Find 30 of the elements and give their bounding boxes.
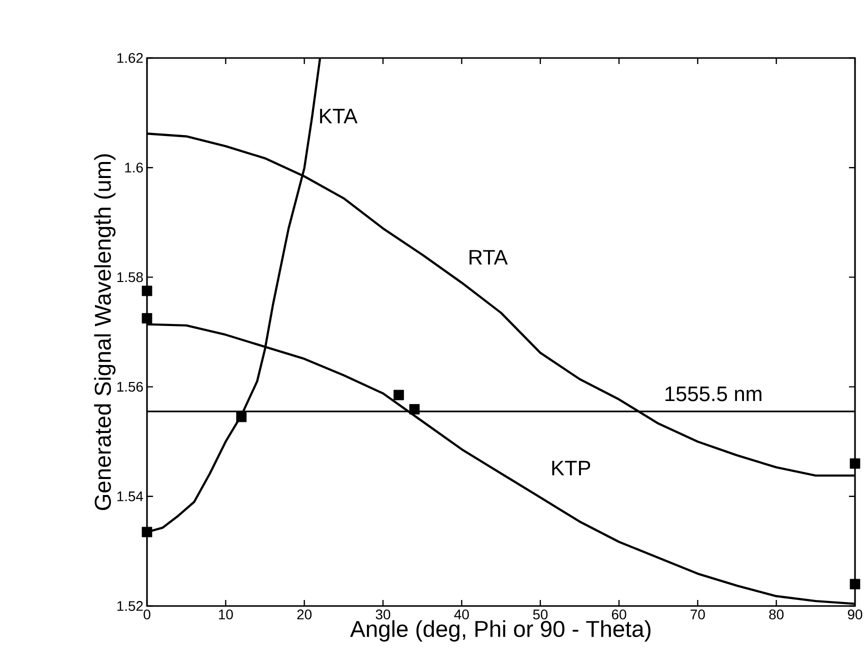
point bbox=[142, 286, 152, 296]
series-label: RTA bbox=[470, 250, 508, 264]
y-tick-label: 1.58 bbox=[117, 272, 143, 282]
point bbox=[409, 404, 420, 414]
point bbox=[236, 412, 247, 422]
y-tick-label: 1.52 bbox=[117, 601, 143, 611]
y-tick-label: 1.54 bbox=[117, 492, 144, 502]
x-tick-label: 40 bbox=[454, 610, 469, 620]
x-tick-label: 80 bbox=[769, 610, 784, 620]
point bbox=[394, 390, 404, 400]
x-tick-label: 50 bbox=[533, 610, 548, 620]
series-label: KTP bbox=[552, 460, 590, 476]
x-axis-title: Angle (deg, Phi or 90 - Theta) bbox=[350, 620, 650, 642]
y-tick-label: 1.6 bbox=[125, 162, 143, 173]
y-tick-label: 1.56 bbox=[117, 382, 143, 392]
point bbox=[142, 313, 152, 324]
point bbox=[142, 526, 152, 538]
x-tick-label: 0 bbox=[144, 610, 150, 620]
x-tick-label: 90 bbox=[848, 610, 862, 620]
point bbox=[850, 458, 860, 469]
x-tick-label: 10 bbox=[218, 610, 233, 620]
ref-line-label: 1555.5 nm bbox=[665, 386, 762, 402]
point bbox=[850, 578, 860, 590]
x-tick-label: 70 bbox=[690, 610, 705, 620]
x-tick-label: 60 bbox=[612, 610, 626, 620]
x-tick-label: 20 bbox=[297, 610, 312, 620]
x-tick-label: 30 bbox=[376, 610, 390, 620]
y-axis-title: Generated Signal Wavelength (um) bbox=[94, 154, 116, 510]
y-tick-label: 1.62 bbox=[117, 53, 143, 63]
series-label: KTA bbox=[320, 108, 358, 124]
